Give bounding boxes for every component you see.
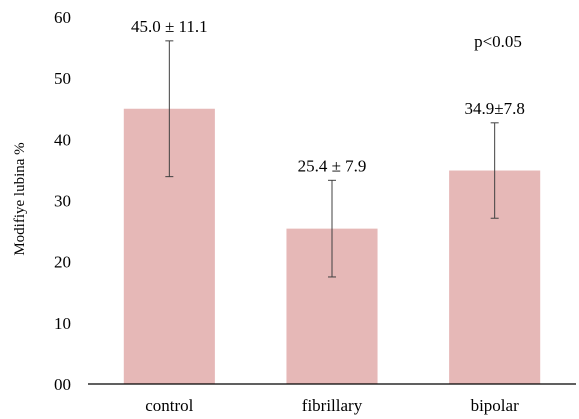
value-labels: 45.0 ± 11.1 25.4 ± 7.9 34.9±7.8 — [131, 17, 525, 175]
x-tick-label-control: control — [145, 396, 193, 415]
y-tick-label: 30 — [54, 192, 71, 211]
value-label-fibrillary: 25.4 ± 7.9 — [298, 156, 367, 175]
y-tick-label: 00 — [54, 375, 71, 394]
y-tick-label: 20 — [54, 253, 71, 272]
y-tick-label: 60 — [54, 8, 71, 27]
significance-annotation: p<0.05 — [474, 32, 522, 51]
x-tick-label-fibrillary: fibrillary — [302, 396, 363, 415]
error-bars — [165, 40, 499, 278]
y-axis-label: Modifiye lubina % — [12, 142, 28, 255]
y-tick-label: 50 — [54, 69, 71, 88]
x-axis-tick-labels: control fibrillary bipolar — [145, 396, 519, 415]
y-axis-ticks: 00 10 20 30 40 50 60 — [54, 8, 71, 394]
y-tick-label: 10 — [54, 314, 71, 333]
y-tick-label: 40 — [54, 130, 71, 149]
x-tick-label-bipolar: bipolar — [471, 396, 519, 415]
value-label-control: 45.0 ± 11.1 — [131, 17, 208, 36]
value-label-bipolar: 34.9±7.8 — [464, 99, 524, 118]
